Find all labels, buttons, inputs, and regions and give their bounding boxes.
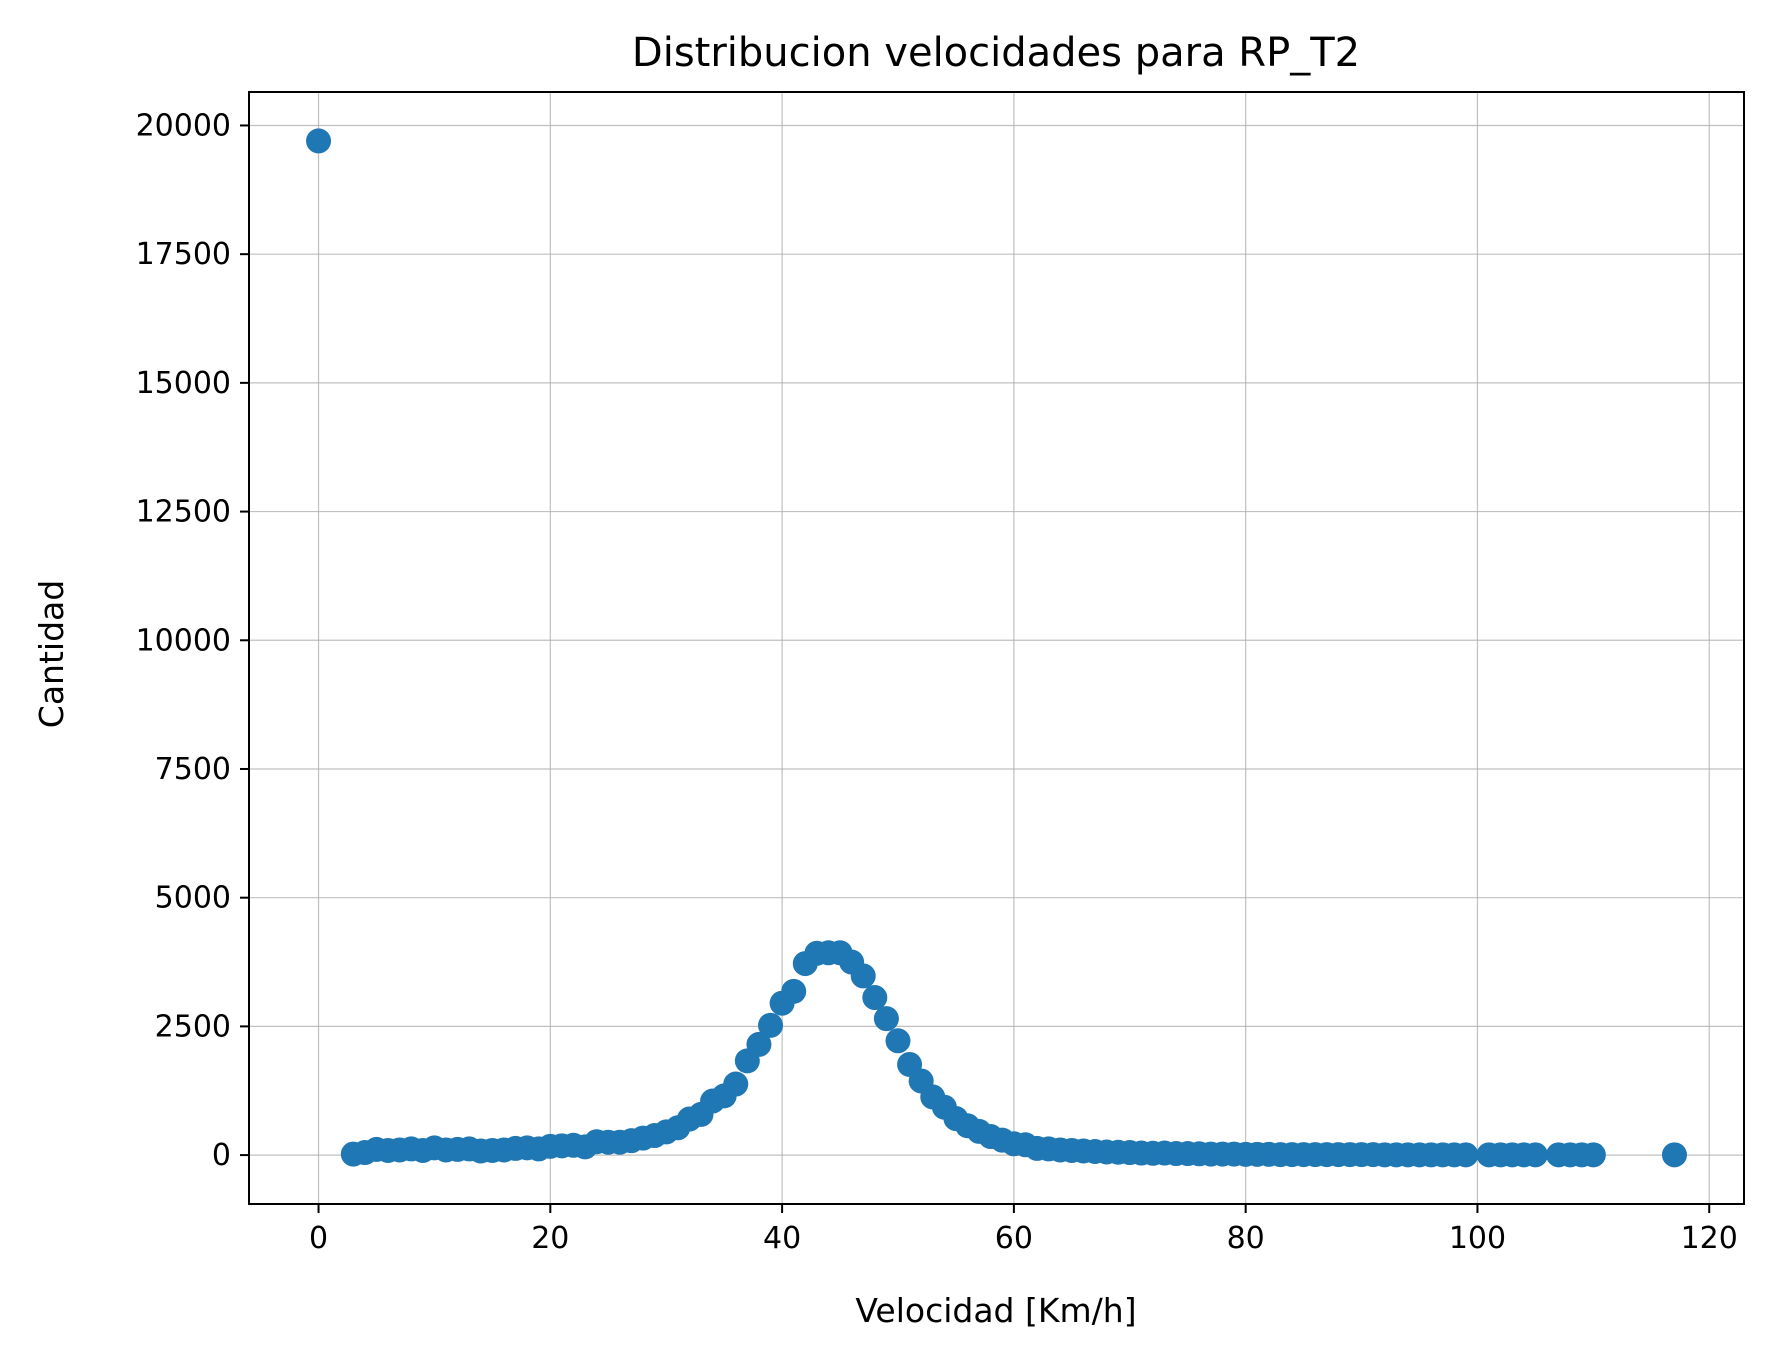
x-tick-label: 100	[1449, 1221, 1506, 1256]
y-tick-label: 12500	[136, 495, 231, 530]
data-point	[306, 128, 332, 154]
data-points	[306, 128, 1687, 1168]
data-point	[1453, 1142, 1479, 1168]
data-point	[758, 1012, 784, 1038]
data-point	[1661, 1142, 1687, 1168]
y-tick-label: 5000	[155, 881, 231, 916]
data-point	[885, 1028, 911, 1054]
x-tick-label: 40	[763, 1221, 801, 1256]
x-tick-label: 20	[531, 1221, 569, 1256]
data-point	[850, 963, 876, 989]
y-tick-label: 7500	[155, 752, 231, 787]
y-tick-label: 20000	[136, 108, 231, 143]
x-tick-label: 0	[309, 1221, 328, 1256]
chart-title: Distribucion velocidades para RP_T2	[632, 30, 1360, 76]
y-tick-label: 2500	[155, 1009, 231, 1044]
data-point	[873, 1006, 899, 1032]
data-point	[1522, 1142, 1548, 1168]
y-tick-label: 10000	[136, 623, 231, 658]
x-axis-label: Velocidad [Km/h]	[855, 1291, 1136, 1330]
y-tick-label: 17500	[136, 237, 231, 272]
data-point	[746, 1031, 772, 1057]
y-tick-label: 0	[212, 1138, 231, 1173]
data-point	[862, 985, 888, 1011]
data-point	[781, 978, 807, 1004]
y-axis-label: Cantidad	[32, 580, 71, 728]
plot-frame	[248, 91, 1745, 1205]
axes: 0 20 40 60 80 100 120 0 2500 5000 7500 10000 12500 15…	[136, 91, 1745, 1256]
y-tick-label: 15000	[136, 366, 231, 401]
x-tick-label: 120	[1681, 1221, 1738, 1256]
data-point	[723, 1071, 749, 1097]
data-point	[1580, 1142, 1606, 1168]
x-tick-label: 60	[995, 1221, 1033, 1256]
x-tick-label: 80	[1227, 1221, 1265, 1256]
